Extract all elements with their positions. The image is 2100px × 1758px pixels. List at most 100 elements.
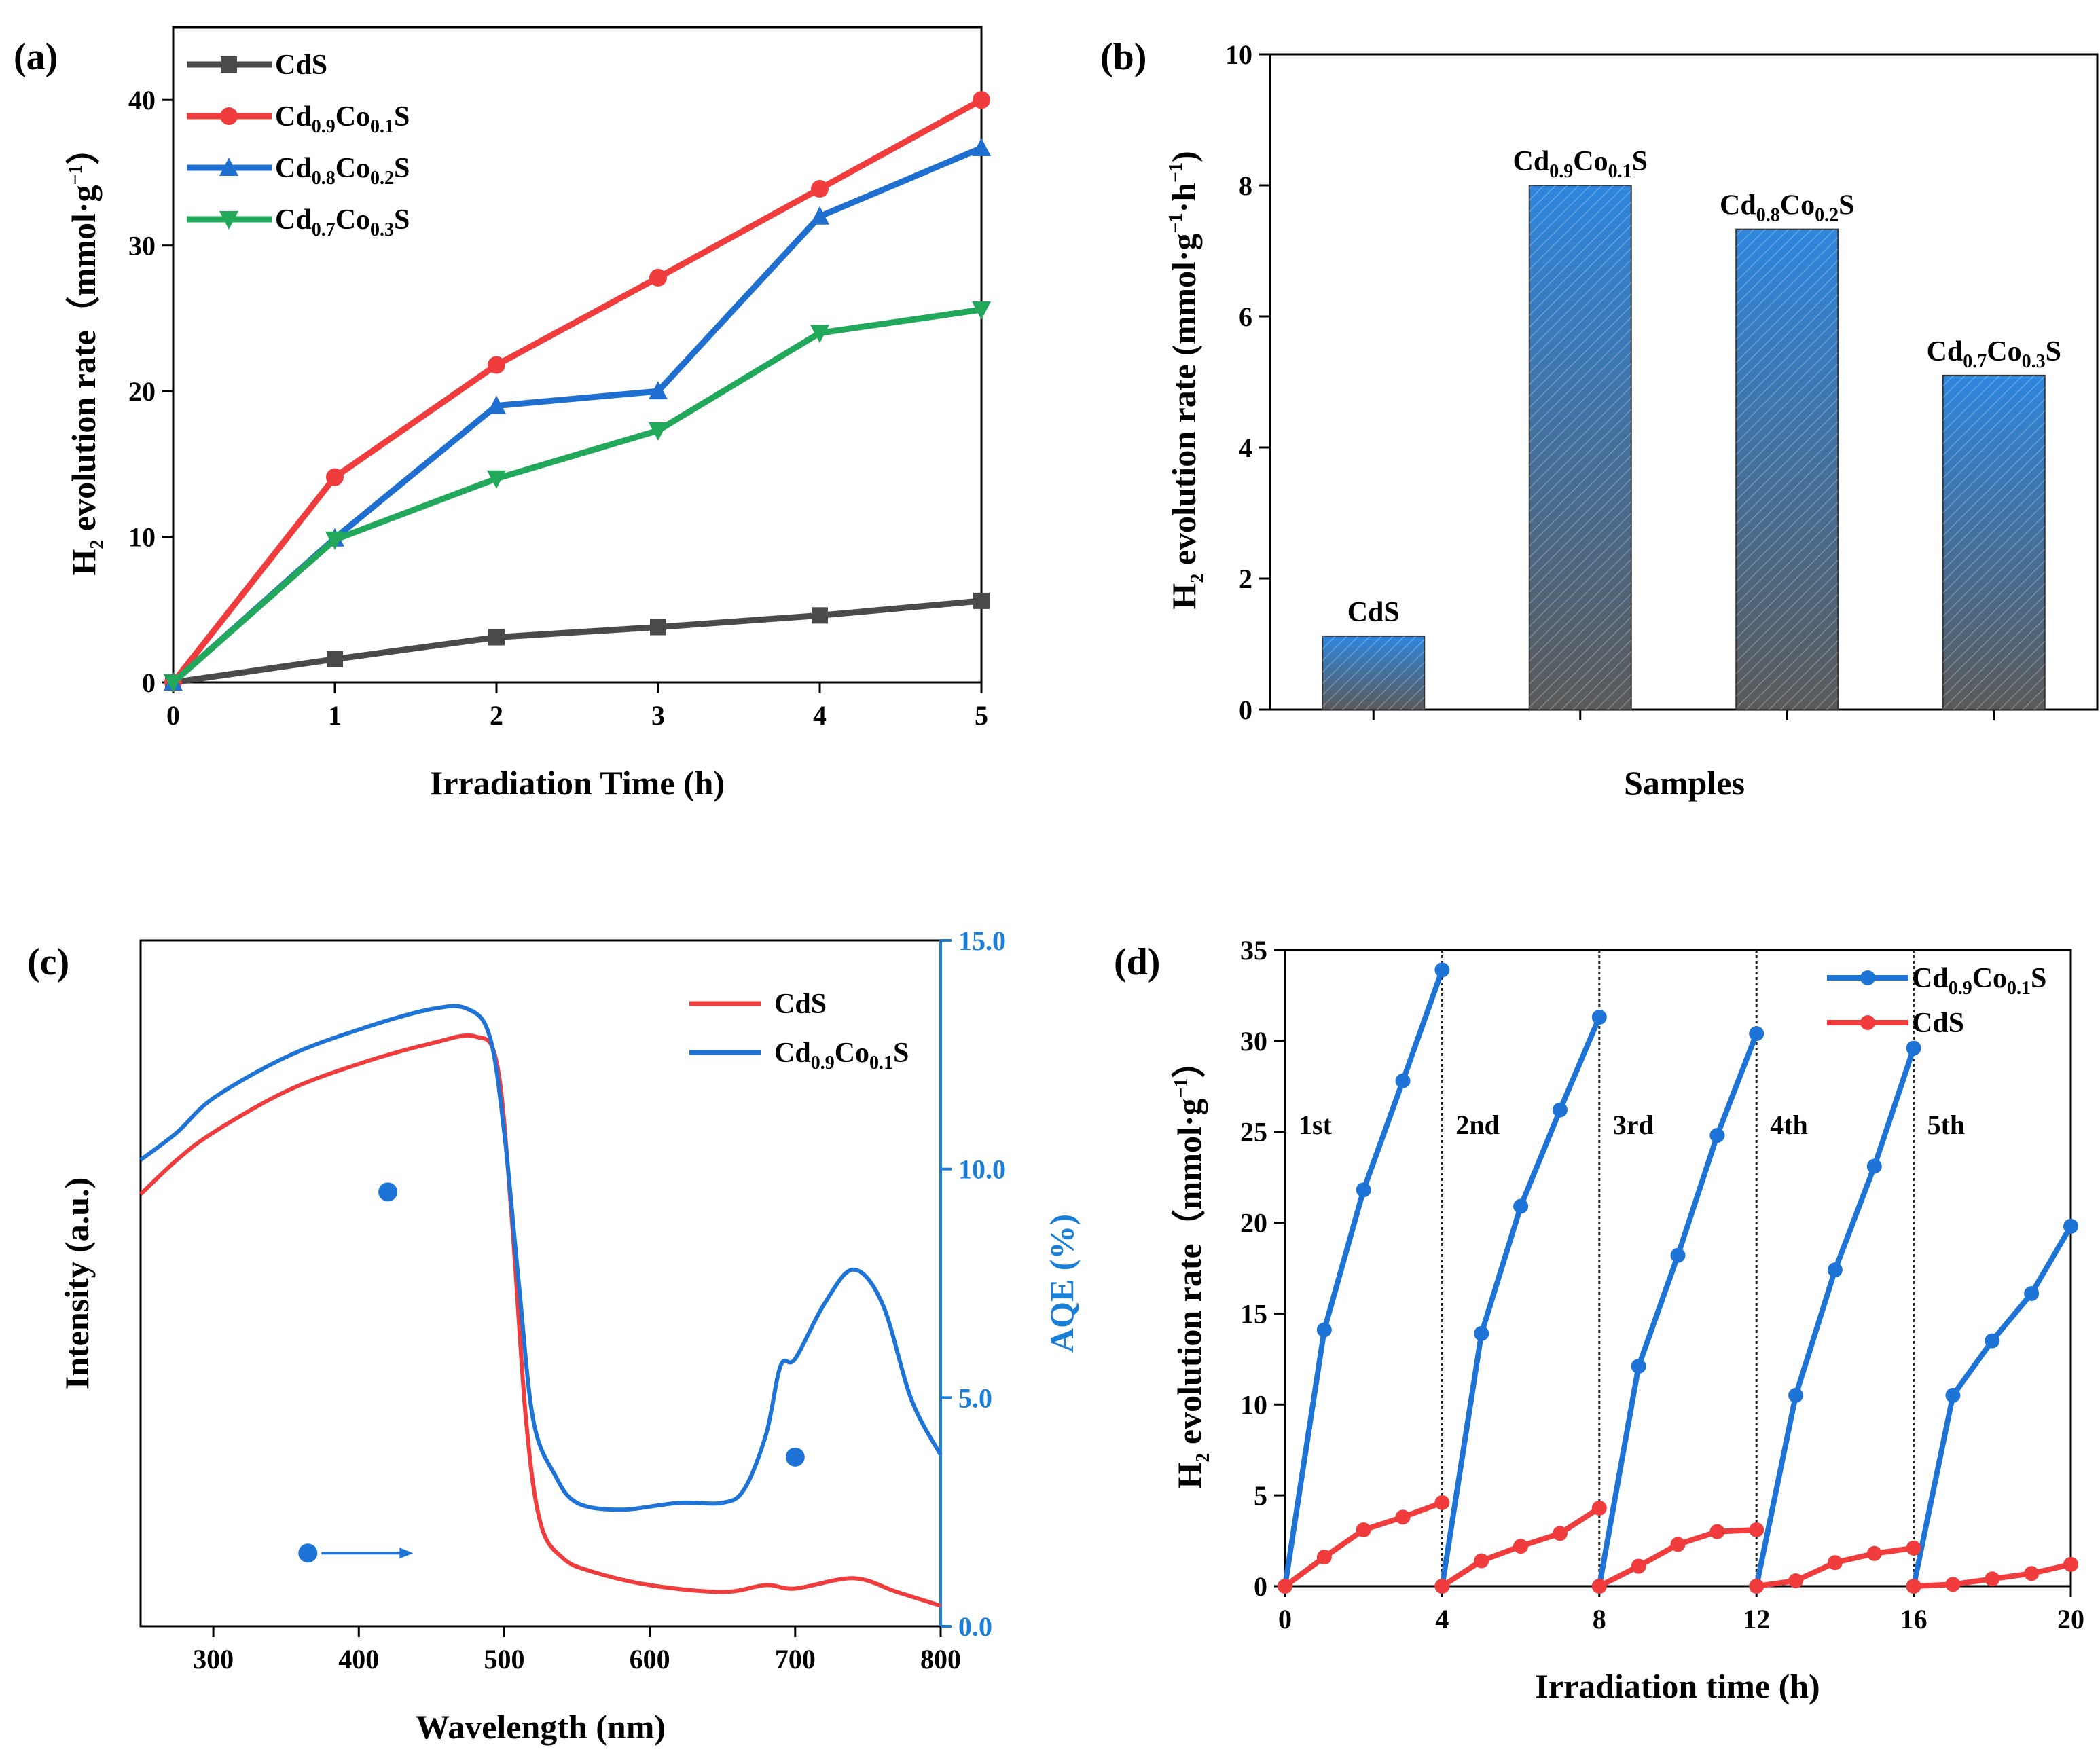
y-tick-label: 4 bbox=[1239, 433, 1252, 463]
panel-d-ylabel: H2 evolution rate（mmol·g−1） bbox=[1170, 1044, 1214, 1488]
legend-marker bbox=[220, 107, 238, 125]
legend-marker bbox=[219, 211, 238, 230]
data-point bbox=[1827, 1555, 1843, 1571]
data-point bbox=[1906, 1040, 1921, 1056]
data-point bbox=[650, 619, 666, 636]
legend-label: CdS bbox=[1912, 1008, 1964, 1039]
legend-marker bbox=[1860, 970, 1875, 985]
data-point bbox=[2063, 1218, 2078, 1234]
panel-c-xlabel: Wavelength (nm) bbox=[416, 1708, 666, 1746]
y-tick-label: 0 bbox=[142, 667, 156, 698]
x-tick-label: 300 bbox=[193, 1644, 234, 1674]
panel-c-legend: CdS Cd0.9Co0.1S bbox=[689, 989, 909, 1074]
legend-label: CdS bbox=[275, 50, 327, 81]
cycle-line bbox=[1911, 1224, 2074, 1587]
axis-indicator-dot bbox=[298, 1543, 318, 1563]
x-tick-label: 0 bbox=[166, 700, 180, 731]
data-point bbox=[327, 651, 343, 667]
data-point bbox=[1316, 1550, 1332, 1565]
y-tick-label: 10 bbox=[128, 522, 156, 553]
data-point bbox=[1513, 1539, 1529, 1554]
data-point bbox=[973, 91, 990, 109]
panel-d-series: 1st 2nd 3rd 4th 5th bbox=[1278, 950, 2078, 1594]
panel-b-xlabel: Samples bbox=[1624, 764, 1745, 802]
bar-hatch bbox=[1322, 636, 1425, 710]
legend-marker bbox=[221, 56, 237, 73]
panel-b-frame bbox=[1269, 53, 2099, 711]
panel-c-y2label: AQE (%) bbox=[1043, 1214, 1081, 1353]
legend-label: Cd0.9Co0.1S bbox=[275, 101, 410, 137]
x-tick-label: 700 bbox=[775, 1644, 816, 1674]
data-point bbox=[1945, 1577, 1961, 1592]
aqe-point bbox=[785, 1447, 805, 1467]
bar-hatch bbox=[1942, 375, 2045, 710]
x-tick-label: 500 bbox=[484, 1644, 524, 1674]
x-tick-label: 4 bbox=[1435, 1604, 1449, 1634]
data-point bbox=[1278, 1579, 1292, 1594]
data-point bbox=[1906, 1579, 1921, 1594]
y-tick-label: 30 bbox=[128, 231, 156, 261]
data-point bbox=[1434, 1495, 1450, 1510]
y-tick-label: 10 bbox=[1225, 39, 1252, 70]
cycle-label: 5th bbox=[1927, 1110, 1966, 1140]
data-point bbox=[1866, 1158, 1882, 1174]
cycle-label: 2nd bbox=[1455, 1110, 1500, 1140]
x-tick-label: 8 bbox=[1593, 1604, 1606, 1634]
panel-a-label: (a) bbox=[14, 36, 58, 78]
data-point bbox=[1670, 1537, 1686, 1552]
y-tick-label: 0 bbox=[1239, 695, 1252, 725]
panel-d-xlabel: Irradiation time (h) bbox=[1535, 1667, 1820, 1705]
panel-a-ticks: 0 1 2 3 4 5 0 10 20 30 40 bbox=[128, 85, 988, 731]
y-tick-label: 2 bbox=[1239, 564, 1252, 594]
data-point bbox=[1552, 1526, 1568, 1541]
data-point bbox=[972, 137, 991, 156]
bar-hatch bbox=[1736, 229, 1839, 710]
data-point bbox=[1395, 1073, 1411, 1088]
bar-label: CdS bbox=[1347, 597, 1400, 628]
panel-c-series bbox=[139, 1004, 943, 1608]
y2-tick-label: 15.0 bbox=[958, 926, 1006, 956]
panel-d-frame bbox=[1284, 949, 2072, 1588]
y-tick-label: 25 bbox=[1240, 1117, 1267, 1148]
y-tick-label: 40 bbox=[128, 85, 156, 115]
data-point bbox=[1749, 1522, 1764, 1538]
y-tick-label: 8 bbox=[1239, 170, 1252, 201]
legend-label: Cd0.9Co0.1S bbox=[1912, 963, 2046, 999]
cycle-line bbox=[1439, 1016, 1602, 1587]
axis-indicator-arrowhead bbox=[399, 1548, 414, 1559]
data-point bbox=[649, 422, 668, 441]
cycle-label: 1st bbox=[1299, 1110, 1333, 1140]
data-point bbox=[1591, 1579, 1607, 1594]
data-point bbox=[1827, 1262, 1843, 1278]
data-point bbox=[1749, 1026, 1764, 1042]
y-tick-label: 6 bbox=[1239, 301, 1252, 332]
panel-a-xlabel: Irradiation Time (h) bbox=[430, 764, 725, 802]
data-point bbox=[810, 206, 829, 225]
panel-d-legend: Cd0.9Co0.1S CdS bbox=[1827, 963, 2046, 1039]
spectrum-line bbox=[139, 1004, 943, 1512]
x-tick-label: 0 bbox=[1278, 1604, 1292, 1634]
data-point bbox=[488, 629, 505, 646]
data-point bbox=[1474, 1553, 1489, 1569]
panel-d-label: (d) bbox=[1114, 941, 1160, 983]
x-tick-label: 2 bbox=[490, 700, 503, 731]
cycle-line bbox=[1282, 969, 1445, 1587]
data-point bbox=[2024, 1285, 2040, 1301]
data-point bbox=[488, 356, 505, 374]
x-tick-label: 3 bbox=[651, 700, 665, 731]
y2-tick-label: 5.0 bbox=[958, 1382, 992, 1413]
cycle-label: 3rd bbox=[1613, 1110, 1654, 1140]
y-tick-label: 10 bbox=[1240, 1389, 1267, 1420]
data-point bbox=[810, 325, 829, 344]
data-point bbox=[1985, 1571, 2000, 1587]
panel-b-label: (b) bbox=[1100, 36, 1146, 78]
panel-c-ylabel: Intensity (a.u.) bbox=[58, 1177, 96, 1390]
legend-label: Cd0.9Co0.1S bbox=[774, 1038, 909, 1074]
data-point bbox=[1591, 1010, 1607, 1025]
series-line bbox=[173, 598, 982, 686]
x-tick-label: 12 bbox=[1743, 1604, 1770, 1634]
x-tick-label: 20 bbox=[2057, 1604, 2084, 1634]
data-point bbox=[973, 592, 990, 609]
